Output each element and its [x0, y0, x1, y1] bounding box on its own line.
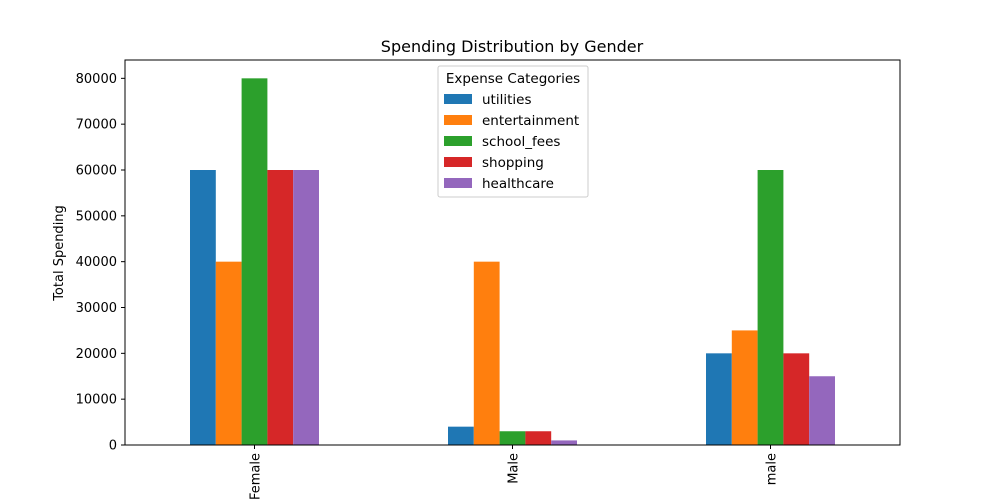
y-tick-label: 20000	[76, 347, 117, 362]
bar-school_fees-1	[499, 431, 526, 445]
bars-group	[190, 78, 835, 445]
legend: Expense Categories utilities entertainment…	[437, 65, 589, 198]
legend-label-healthcare: healthcare	[482, 176, 554, 192]
legend-label-school_fees: school_fees	[482, 134, 560, 150]
bar-school_fees-0	[241, 78, 268, 445]
bar-entertainment-2	[731, 330, 758, 445]
x-tick-label: Female	[249, 453, 264, 500]
legend-swatch-shopping	[444, 157, 472, 167]
bar-shopping-0	[267, 170, 294, 445]
bar-healthcare-0	[293, 170, 319, 445]
bar-utilities-2	[706, 353, 732, 445]
bar-entertainment-1	[473, 261, 500, 445]
legend-swatch-healthcare	[444, 178, 472, 188]
chart-title: Spending Distribution by Gender	[381, 37, 644, 56]
y-tick-label: 60000	[76, 164, 117, 179]
y-tick-label: 0	[109, 439, 117, 454]
legend-swatch-utilities	[444, 94, 472, 104]
x-tick-label: Male	[507, 453, 522, 484]
bar-healthcare-1	[551, 440, 577, 445]
x-axis: Female Male male	[249, 445, 780, 500]
y-axis-label: Total Spending	[52, 205, 67, 302]
legend-box	[437, 65, 589, 198]
legend-label-shopping: shopping	[482, 155, 544, 171]
bar-entertainment-0	[215, 261, 242, 445]
legend-label-entertainment: entertainment	[482, 113, 579, 129]
y-tick-label: 30000	[76, 301, 117, 316]
bar-healthcare-2	[809, 376, 835, 445]
bar-shopping-1	[525, 431, 552, 445]
bar-utilities-1	[448, 426, 474, 445]
legend-title: Expense Categories	[446, 71, 580, 87]
legend-label-utilities: utilities	[482, 92, 532, 108]
x-tick-label: male	[765, 453, 780, 485]
bar-shopping-2	[783, 353, 810, 445]
y-tick-label: 80000	[76, 72, 117, 87]
legend-swatch-entertainment	[444, 115, 472, 125]
y-tick-label: 40000	[76, 255, 117, 270]
bar-utilities-0	[190, 170, 216, 445]
legend-swatch-school_fees	[444, 136, 472, 146]
y-tick-label: 50000	[76, 209, 117, 224]
y-tick-label: 70000	[76, 118, 117, 133]
bar-school_fees-2	[757, 170, 784, 445]
y-axis: 0 10000 20000 30000 40000 50000 60000 70000 8000…	[76, 72, 125, 454]
plot-frame	[124, 59, 901, 446]
y-tick-label: 10000	[76, 393, 117, 408]
